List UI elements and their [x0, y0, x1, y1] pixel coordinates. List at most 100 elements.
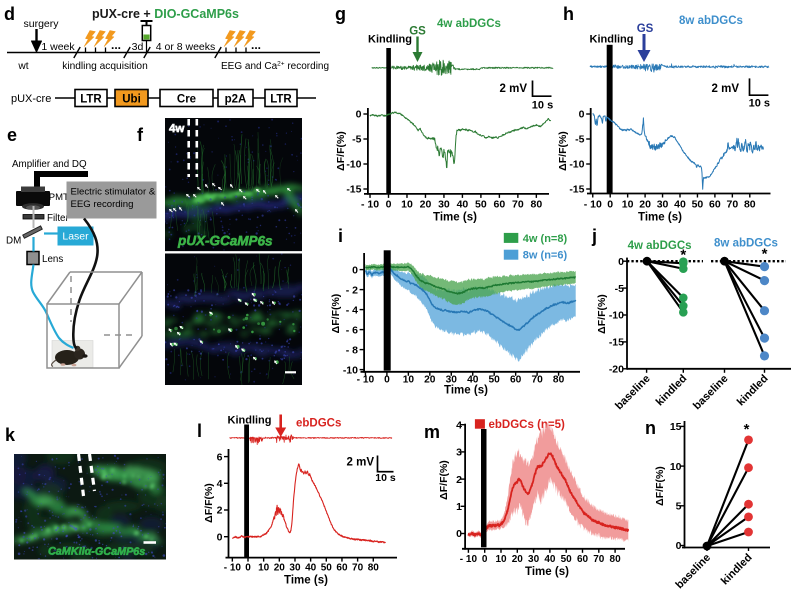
svg-text:Lens: Lens — [42, 254, 63, 265]
svg-text:Kindling: Kindling — [368, 34, 412, 46]
svg-text:0: 0 — [579, 109, 585, 121]
svg-text:50: 50 — [475, 199, 487, 211]
svg-text:ΔF/F(%): ΔF/F(%) — [654, 466, 666, 506]
svg-text:Amplifier and DQ: Amplifier and DQ — [12, 159, 87, 170]
svg-text:EEG and Ca2+ recording: EEG and Ca2+ recording — [221, 61, 329, 73]
svg-text:-10: -10 — [343, 364, 358, 376]
svg-text:kindling acquisition: kindling acquisition — [62, 61, 148, 72]
svg-text:2: 2 — [217, 505, 223, 517]
svg-text:baseline: baseline — [613, 373, 653, 413]
svg-text:4w abDGCs: 4w abDGCs — [437, 18, 501, 30]
svg-text:f: f — [137, 125, 144, 145]
svg-text:3d: 3d — [132, 41, 144, 53]
svg-text:50: 50 — [321, 563, 333, 574]
svg-text:10 s: 10 s — [532, 100, 553, 112]
svg-text:0: 0 — [482, 554, 488, 565]
svg-text:- 10: - 10 — [361, 199, 379, 211]
svg-text:50: 50 — [489, 375, 501, 386]
svg-text:PMT: PMT — [49, 192, 69, 203]
svg-text:EEG recording: EEG recording — [71, 199, 134, 210]
svg-text:0: 0 — [456, 528, 462, 540]
svg-text:...: ... — [251, 38, 261, 52]
svg-text:0: 0 — [352, 264, 358, 276]
svg-text:60: 60 — [336, 563, 348, 574]
svg-text:40: 40 — [674, 199, 686, 211]
svg-text:l: l — [197, 421, 202, 441]
svg-text:10: 10 — [670, 461, 682, 473]
svg-text:5: 5 — [676, 501, 682, 513]
svg-text:surgery: surgery — [23, 18, 59, 30]
svg-text:-5: -5 — [575, 134, 584, 146]
svg-text:baseline: baseline — [691, 373, 731, 413]
svg-text:kindled: kindled — [654, 373, 690, 409]
svg-text:8w abDGCs: 8w abDGCs — [679, 15, 743, 27]
svg-text:- 2: - 2 — [346, 284, 358, 296]
svg-text:70: 70 — [512, 199, 524, 211]
svg-text:pUX-GCaMP6s: pUX-GCaMP6s — [177, 233, 273, 248]
svg-text:g: g — [335, 4, 346, 24]
svg-text:6: 6 — [217, 451, 223, 463]
svg-text:GS: GS — [409, 26, 426, 38]
svg-text:10: 10 — [403, 375, 415, 386]
svg-text:40: 40 — [305, 563, 317, 574]
svg-text:pUX-cre + DIO-GCaMP6s: pUX-cre + DIO-GCaMP6s — [92, 7, 239, 21]
svg-text:- 10: - 10 — [357, 375, 375, 386]
svg-text:0: 0 — [607, 199, 613, 211]
svg-text:0: 0 — [618, 256, 624, 268]
svg-text:2: 2 — [456, 474, 462, 486]
svg-text:Kindling: Kindling — [590, 34, 634, 46]
svg-text:30: 30 — [446, 375, 458, 386]
svg-text:Laser: Laser — [62, 231, 89, 243]
svg-text:80: 80 — [368, 563, 380, 574]
svg-text:70: 70 — [352, 563, 364, 574]
svg-text:Time (s): Time (s) — [638, 212, 682, 224]
svg-text:Electric stimulator &: Electric stimulator & — [71, 187, 156, 198]
svg-text:4 or 8 weeks: 4 or 8 weeks — [156, 41, 216, 53]
svg-text:15: 15 — [670, 421, 682, 433]
svg-text:Ubi: Ubi — [122, 94, 141, 106]
svg-text:Time (s): Time (s) — [433, 212, 477, 224]
svg-text:-10: -10 — [609, 310, 624, 322]
svg-text:4: 4 — [456, 419, 462, 431]
svg-text:60: 60 — [494, 199, 506, 211]
svg-text:-10: -10 — [346, 159, 361, 171]
svg-text:70: 70 — [531, 375, 543, 386]
svg-text:LTR: LTR — [270, 94, 292, 106]
svg-text:ΔF/F(%): ΔF/F(%) — [335, 131, 347, 171]
svg-text:80: 80 — [744, 199, 756, 211]
svg-text:4w: 4w — [169, 123, 184, 135]
svg-text:30: 30 — [528, 554, 540, 565]
svg-text:h: h — [563, 4, 574, 24]
svg-text:10: 10 — [495, 554, 507, 565]
svg-text:-15: -15 — [569, 184, 584, 196]
svg-text:10 s: 10 s — [749, 98, 770, 110]
svg-text:1 week: 1 week — [41, 41, 75, 53]
svg-text:40: 40 — [457, 199, 469, 211]
svg-text:30: 30 — [438, 199, 450, 211]
svg-text:10: 10 — [401, 199, 413, 211]
svg-text:p2A: p2A — [225, 94, 247, 106]
svg-text:ebDGCs: ebDGCs — [296, 418, 341, 430]
svg-text:e: e — [7, 125, 17, 145]
svg-text:-10: -10 — [569, 159, 584, 171]
svg-text:LTR: LTR — [80, 94, 102, 106]
svg-text:ΔF/F(%): ΔF/F(%) — [557, 131, 569, 171]
svg-text:Time (s): Time (s) — [444, 385, 488, 397]
svg-text:-20: -20 — [609, 364, 624, 376]
svg-text:0: 0 — [217, 531, 223, 543]
svg-text:60: 60 — [577, 554, 589, 565]
svg-text:2 mV: 2 mV — [500, 83, 528, 95]
svg-text:70: 70 — [727, 199, 739, 211]
svg-text:8w abDGCs: 8w abDGCs — [714, 238, 778, 250]
svg-text:20: 20 — [424, 375, 436, 386]
svg-text:DM: DM — [6, 236, 21, 247]
svg-text:4w (n=8): 4w (n=8) — [523, 233, 568, 245]
svg-text:2 mV: 2 mV — [712, 83, 740, 95]
svg-text:0: 0 — [245, 563, 251, 574]
svg-text:30: 30 — [289, 563, 301, 574]
svg-text:ΔF/F(%): ΔF/F(%) — [330, 294, 342, 334]
svg-text:ΔF/F(%): ΔF/F(%) — [438, 460, 450, 500]
svg-text:80: 80 — [553, 375, 565, 386]
svg-text:...: ... — [111, 38, 121, 52]
svg-text:60: 60 — [709, 199, 721, 211]
